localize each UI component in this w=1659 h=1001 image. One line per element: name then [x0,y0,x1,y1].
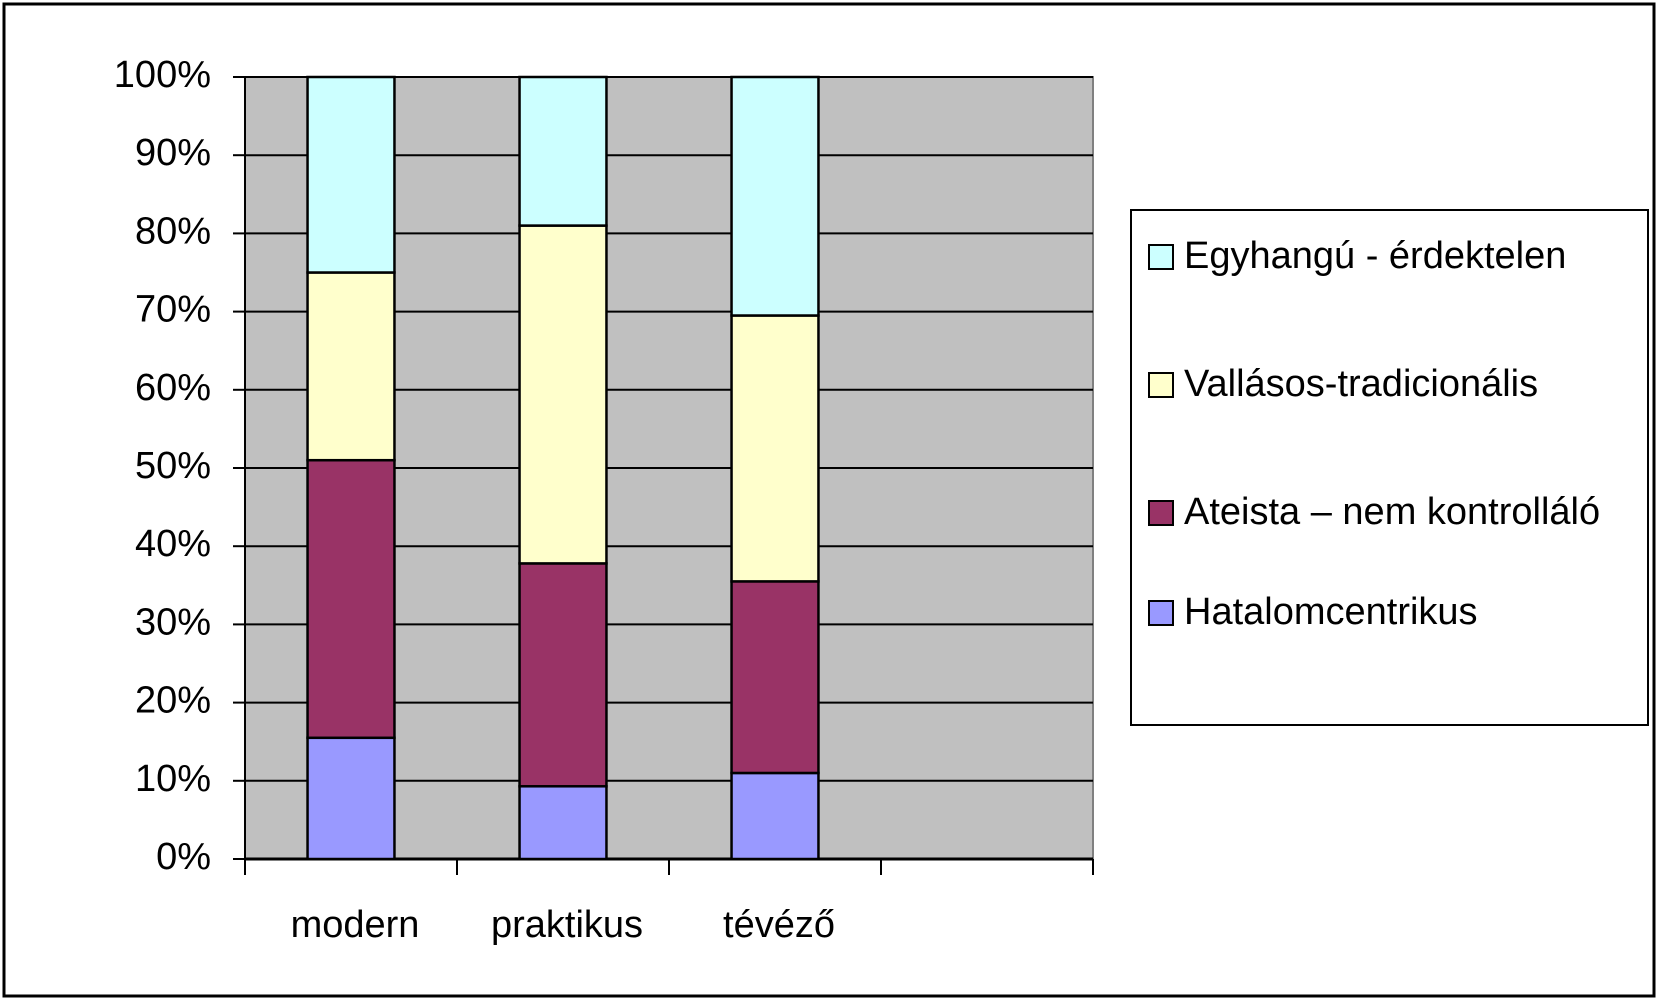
y-tick-label: 40% [135,523,211,565]
y-tick-label: 0% [156,836,211,878]
bar-segment [306,458,396,740]
x-tick-label: tévéző [723,904,835,946]
x-tick-label: praktikus [491,904,643,946]
legend-item: Ateista – nem kontrolláló [1148,485,1638,539]
bar-segment [306,736,396,861]
y-tick-label: 90% [135,132,211,174]
legend-swatch [1148,244,1174,270]
legend-swatch [1148,372,1174,398]
y-tick-label: 50% [135,445,211,487]
legend-label: Ateista – nem kontrolláló [1184,491,1601,533]
bar-segment [518,75,608,227]
y-tick-label: 60% [135,367,211,409]
y-tick-label: 10% [135,758,211,800]
legend-label: Hatalomcentrikus [1184,591,1478,633]
bar-segment [730,75,820,317]
bar-segment [306,75,396,274]
legend-swatch [1148,600,1174,626]
legend-item: Hatalomcentrikus [1148,585,1638,639]
x-tick-label: modern [291,904,420,946]
y-tick-label: 20% [135,680,211,722]
y-tick-label: 70% [135,289,211,331]
bar-segment [518,224,608,565]
legend-item: Egyhangú - érdektelen [1148,229,1638,283]
bar-segment [730,580,820,775]
legend-label: Vallásos-tradicionális [1184,363,1539,405]
bar-segment [306,271,396,462]
legend-label: Egyhangú - érdektelen [1184,235,1567,277]
bar-segment [730,771,820,861]
legend-item: Vallásos-tradicionális [1148,357,1638,411]
y-tick-label: 80% [135,210,211,252]
bar-segment [518,562,608,788]
bar-segment [518,785,608,861]
legend: Egyhangú - érdektelen Vallásos-tradicioná… [1130,209,1649,726]
y-tick-label: 30% [135,601,211,643]
legend-swatch [1148,500,1174,526]
y-tick-label: 100% [114,54,211,96]
bar-segment [730,314,820,583]
